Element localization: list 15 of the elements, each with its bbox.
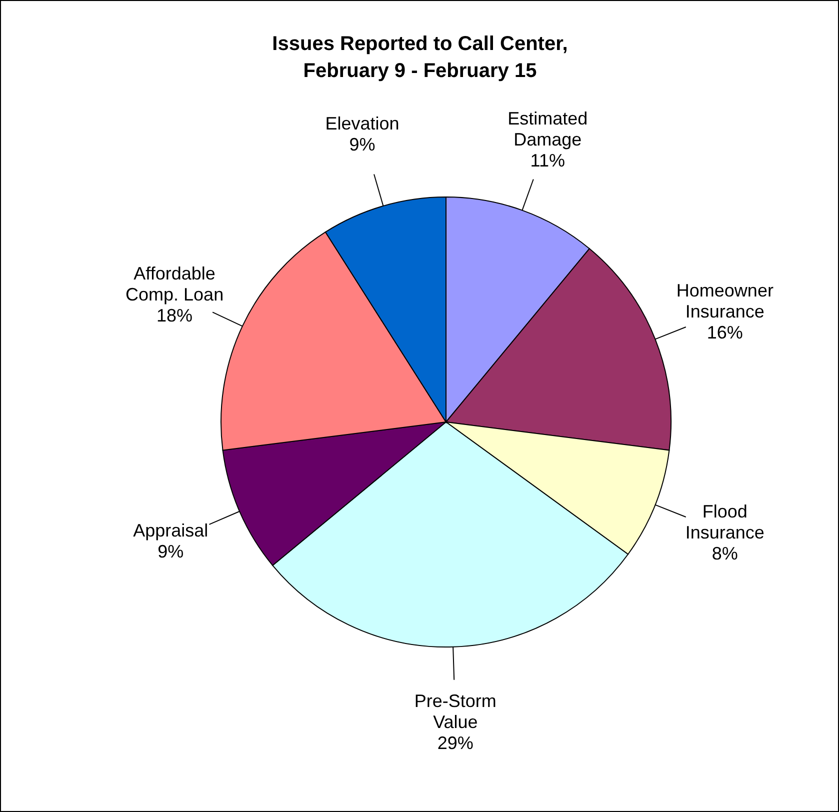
slice-label: Flood Insurance bbox=[685, 501, 764, 542]
data-label: 16% bbox=[706, 322, 743, 343]
data-label: 29% bbox=[437, 732, 474, 753]
chart-title: Issues Reported to Call Center, February 9 - February 15 bbox=[272, 33, 568, 82]
slice-label: Estimated Damage bbox=[508, 108, 588, 150]
slice-label: Affordable Comp. Loan bbox=[126, 263, 224, 304]
data-label: 9% bbox=[349, 134, 376, 154]
slice-label: Elevation bbox=[325, 113, 400, 134]
data-label: 18% bbox=[156, 305, 193, 326]
slice-label: Pre-Storm Value bbox=[414, 690, 496, 732]
slice-label: Appraisal bbox=[133, 520, 208, 541]
data-label: 11% bbox=[530, 150, 565, 171]
data-label: 9% bbox=[158, 542, 184, 562]
slice-label: Homeowner Insurance bbox=[676, 280, 774, 322]
data-label: 8% bbox=[712, 543, 738, 564]
